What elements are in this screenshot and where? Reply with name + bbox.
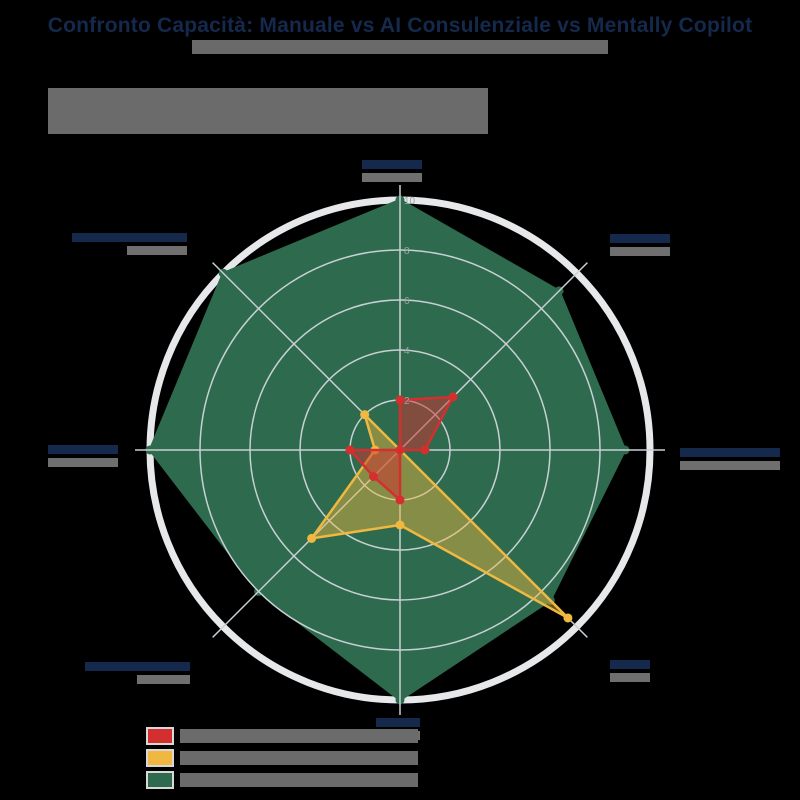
axis-label-w: [48, 445, 118, 467]
axis-label-sw: [85, 662, 190, 684]
series-manuale: [345, 392, 458, 505]
axis-label-nw: [72, 233, 187, 255]
legend-swatch-yellow: [146, 749, 174, 767]
svg-text:8: 8: [404, 246, 410, 257]
radial-tick-labels: 2 4 6 8 10: [404, 196, 416, 407]
data-point: [360, 410, 370, 420]
data-point: [563, 613, 573, 623]
data-point: [307, 533, 317, 543]
data-point: [420, 445, 430, 455]
axis-label-e: [680, 448, 780, 470]
legend: [146, 726, 418, 792]
legend-item-mentally-copilot: [146, 770, 418, 790]
annotation-box: [48, 88, 488, 134]
legend-item-manuale: [146, 726, 418, 746]
legend-swatch-red: [146, 727, 174, 745]
svg-text:4: 4: [404, 346, 410, 357]
legend-label: [180, 773, 418, 787]
axis-label-n: [362, 160, 422, 182]
chart-title: Confronto Capacità: Manuale vs AI Consul…: [47, 14, 753, 37]
data-point: [395, 520, 405, 530]
svg-text:10: 10: [404, 196, 416, 207]
legend-label: [180, 729, 418, 743]
data-point: [395, 445, 405, 455]
svg-text:6: 6: [404, 296, 410, 307]
axis-label-ne: [610, 234, 670, 256]
data-point: [448, 392, 458, 402]
axis-label-se: [610, 660, 650, 682]
chart-subtitle: [192, 40, 608, 54]
legend-item-ai-consulenziale: [146, 748, 418, 768]
data-point: [395, 495, 405, 505]
data-point: [395, 395, 405, 405]
data-point: [345, 445, 355, 455]
data-point: [368, 472, 378, 482]
svg-text:2: 2: [404, 396, 410, 407]
legend-swatch-green: [146, 771, 174, 789]
legend-label: [180, 751, 418, 765]
